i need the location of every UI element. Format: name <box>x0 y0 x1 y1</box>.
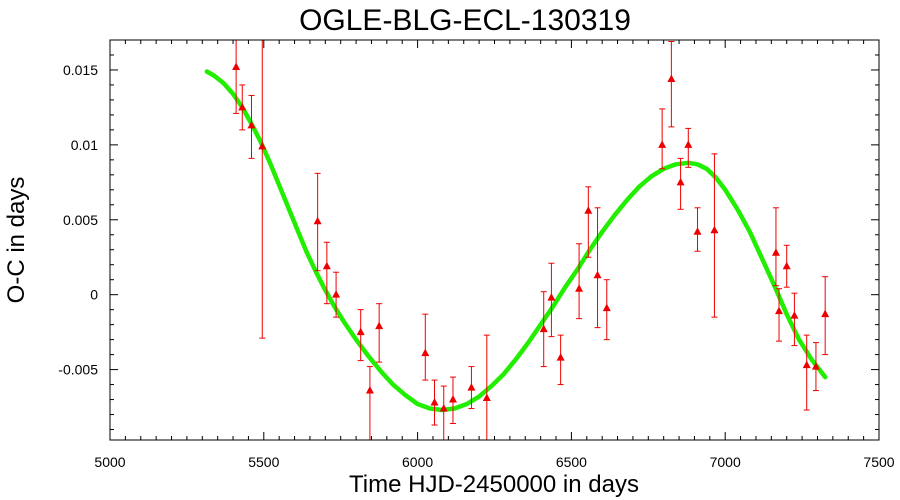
data-point-3 <box>247 120 256 129</box>
x-tick-label: 6000 <box>402 454 433 470</box>
data-point-2 <box>238 102 247 111</box>
y-tick-label: -0.005 <box>58 362 98 378</box>
error-bar-33 <box>791 292 798 347</box>
data-point-24 <box>658 140 667 148</box>
data-point-9 <box>365 386 374 394</box>
error-bar-34 <box>803 334 810 411</box>
data-point-14 <box>448 395 457 403</box>
data-point-35 <box>811 362 820 370</box>
error-bar-9 <box>366 366 373 440</box>
data-point-1 <box>232 62 241 70</box>
fit-curve <box>204 69 828 413</box>
x-tick-label: 7000 <box>710 454 741 470</box>
data-point-15 <box>467 383 476 391</box>
error-bar-13 <box>440 385 447 440</box>
y-tick-label: 0 <box>90 287 98 303</box>
data-point-32 <box>782 261 791 270</box>
data-point-20 <box>575 284 584 292</box>
data-point-34 <box>802 360 811 369</box>
data-point-29 <box>710 225 719 234</box>
data-point-26 <box>676 177 685 186</box>
data-point-33 <box>790 311 799 319</box>
error-bar-11 <box>422 313 429 381</box>
data-point-18 <box>547 293 556 301</box>
data-point-30 <box>771 248 780 256</box>
data-point-11 <box>421 348 430 357</box>
data-point-5 <box>313 216 322 225</box>
data-point-27 <box>684 140 693 148</box>
error-bars-layer <box>233 40 829 440</box>
data-point-36 <box>821 309 830 318</box>
y-tick-label: 0.01 <box>71 137 98 153</box>
data-point-12 <box>430 398 439 406</box>
data-point-22 <box>593 270 602 279</box>
error-bar-30 <box>772 207 779 287</box>
y-axis-label: O-C in days <box>3 177 30 304</box>
data-point-16 <box>482 393 491 402</box>
x-axis-label: Time HJD-2450000 in days <box>349 471 639 498</box>
data-point-8 <box>356 327 365 336</box>
error-bar-20 <box>576 243 583 320</box>
error-bar-10 <box>376 303 383 363</box>
data-point-21 <box>584 206 593 214</box>
data-point-31 <box>775 306 784 315</box>
data-point-10 <box>375 321 384 330</box>
error-bar-29 <box>711 153 718 318</box>
data-point-28 <box>693 227 702 235</box>
error-bar-24 <box>659 108 666 170</box>
data-point-7 <box>332 290 341 298</box>
error-bar-16 <box>483 334 490 440</box>
error-bar-25 <box>668 40 675 128</box>
error-bar-4 <box>259 40 266 339</box>
data-point-23 <box>602 303 611 312</box>
error-bar-22 <box>594 207 601 329</box>
data-point-25 <box>667 74 676 82</box>
y-tick-label: 0.005 <box>63 212 98 228</box>
x-tick-label: 5500 <box>248 454 279 470</box>
data-points-layer <box>232 62 830 412</box>
data-point-4 <box>258 141 267 150</box>
fit-curve-layer <box>204 69 828 413</box>
x-tick-label: 7500 <box>863 454 894 470</box>
data-point-6 <box>322 261 331 270</box>
error-bar-21 <box>585 186 592 258</box>
x-tick-label: 5000 <box>94 454 125 470</box>
error-bar-31 <box>776 288 783 342</box>
error-bar-1 <box>233 40 240 114</box>
data-point-19 <box>556 353 565 361</box>
chart-title: OGLE-BLG-ECL-130319 <box>299 4 631 37</box>
data-point-13 <box>439 404 448 412</box>
error-bar-6 <box>323 241 330 305</box>
x-tick-label: 6500 <box>556 454 587 470</box>
data-point-17 <box>539 324 548 333</box>
y-tick-label: 0.015 <box>63 62 98 78</box>
y-axis-ticks: -0.005 0 0.005 0.01 0.015 <box>58 39 879 431</box>
x-axis-ticks: 5000 5500 6000 6500 7000 7500 <box>94 40 895 470</box>
